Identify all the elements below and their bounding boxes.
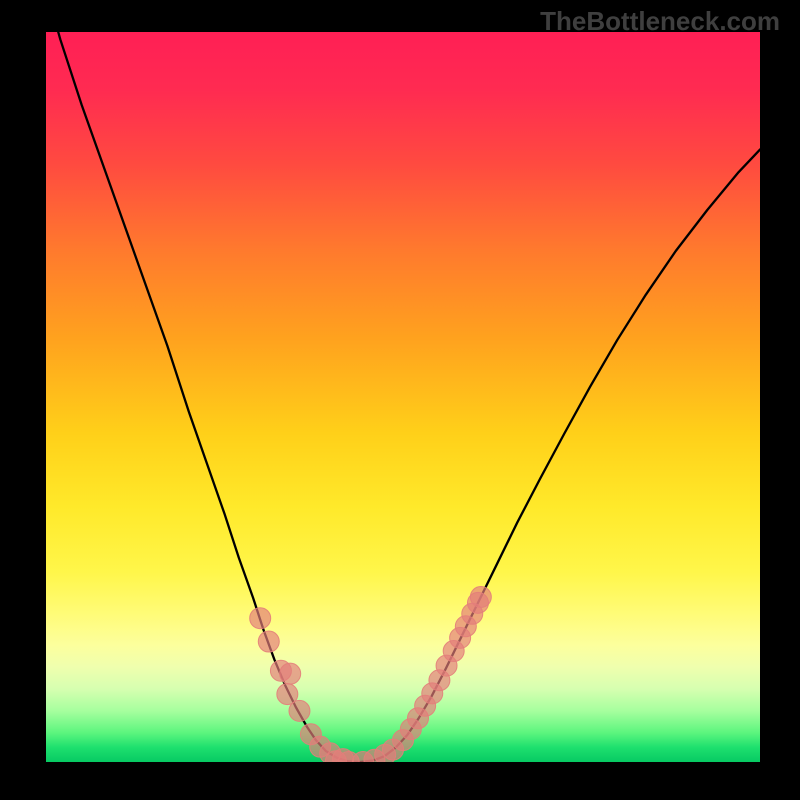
plot-frame	[46, 32, 760, 762]
scatter-point	[250, 608, 271, 629]
scatter-point	[289, 700, 310, 721]
scatter-point	[258, 631, 279, 652]
bottleneck-curve	[46, 32, 760, 762]
plot-svg	[46, 32, 760, 762]
scatter-point	[280, 663, 301, 684]
figure-root: TheBottleneck.com	[0, 0, 800, 800]
scatter-point	[470, 587, 491, 608]
